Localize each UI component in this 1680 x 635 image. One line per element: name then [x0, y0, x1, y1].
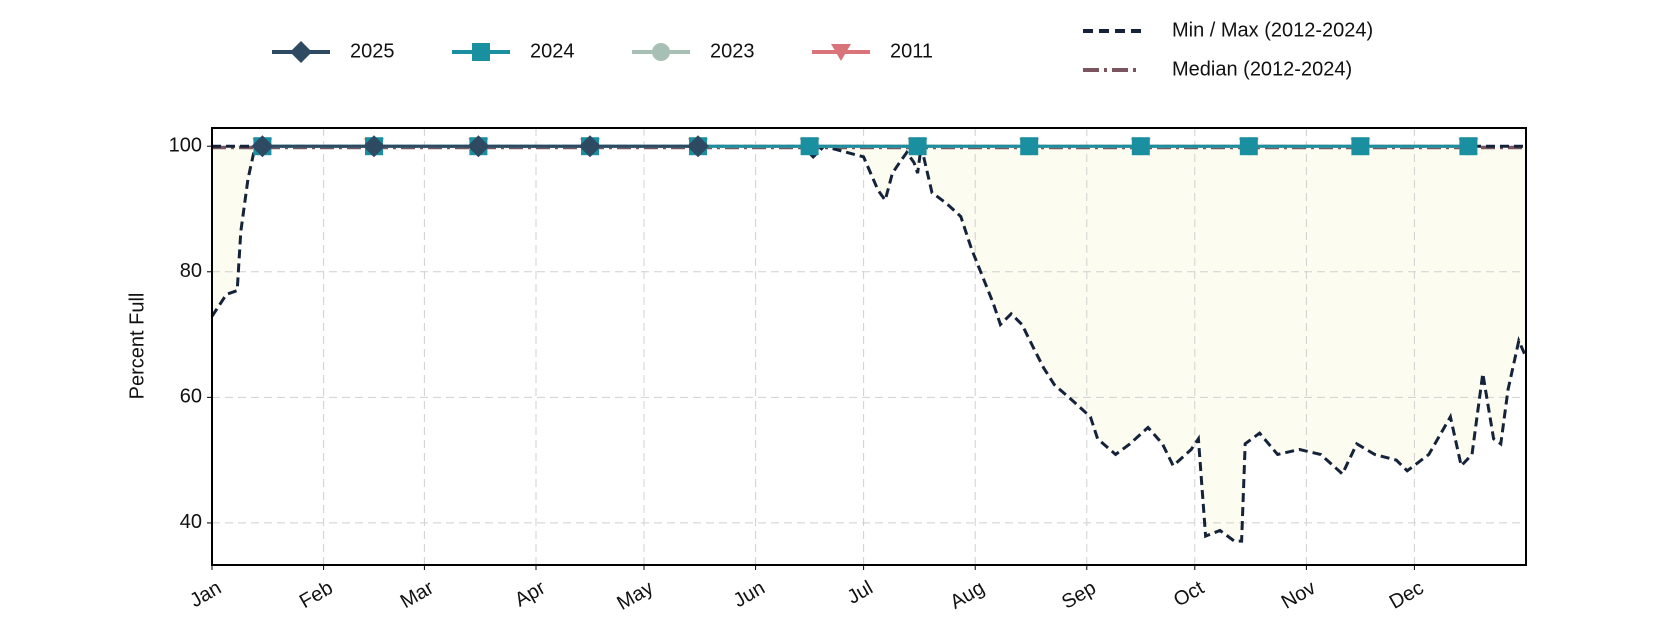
marker — [1459, 137, 1478, 156]
y-tick-label: 60 — [180, 386, 202, 408]
marker — [687, 135, 709, 158]
legend-label: Median (2012-2024) — [1172, 58, 1352, 80]
x-tick-label: Apr — [511, 577, 549, 612]
legend-label: 2023 — [710, 40, 755, 62]
legend-marker — [652, 43, 670, 61]
x-tick-label: Aug — [947, 577, 989, 614]
legend-marker — [831, 44, 851, 61]
x-tick-label: Dec — [1386, 577, 1428, 614]
x-tick-label: Sep — [1058, 577, 1100, 614]
marker — [467, 135, 490, 158]
x-tick-label: Jan — [186, 577, 225, 612]
legend-marker — [290, 41, 312, 63]
legend-label: 2011 — [890, 40, 933, 62]
plot-frame — [211, 127, 1527, 566]
y-tick-label: 80 — [180, 260, 202, 282]
range-fill — [212, 146, 1526, 542]
x-tick-label: Jul — [844, 577, 877, 609]
marker — [251, 135, 274, 158]
marker — [1351, 137, 1370, 156]
marker — [908, 137, 927, 156]
legend-label: 2024 — [530, 40, 575, 62]
legend-marker — [472, 43, 490, 61]
x-tick-label: Oct — [1170, 577, 1208, 612]
x-tick-label: Jun — [730, 577, 769, 612]
marker — [800, 137, 819, 156]
x-tick-label: Feb — [296, 577, 337, 613]
x-tick-label: Mar — [397, 577, 438, 613]
y-axis-label: Percent Full — [126, 293, 148, 400]
marker — [1020, 137, 1039, 156]
min-line — [210, 144, 1528, 543]
legend-label: 2025 — [350, 40, 395, 62]
x-tick-label: May — [613, 577, 657, 615]
marker — [579, 135, 601, 158]
x-tick-label: Nov — [1278, 577, 1320, 614]
y-tick-label: 40 — [180, 511, 202, 533]
marker — [1131, 137, 1150, 156]
y-tick-label: 100 — [169, 134, 202, 156]
marker — [1239, 137, 1258, 156]
legend-label: Min / Max (2012-2024) — [1172, 19, 1373, 41]
marker — [363, 135, 385, 158]
